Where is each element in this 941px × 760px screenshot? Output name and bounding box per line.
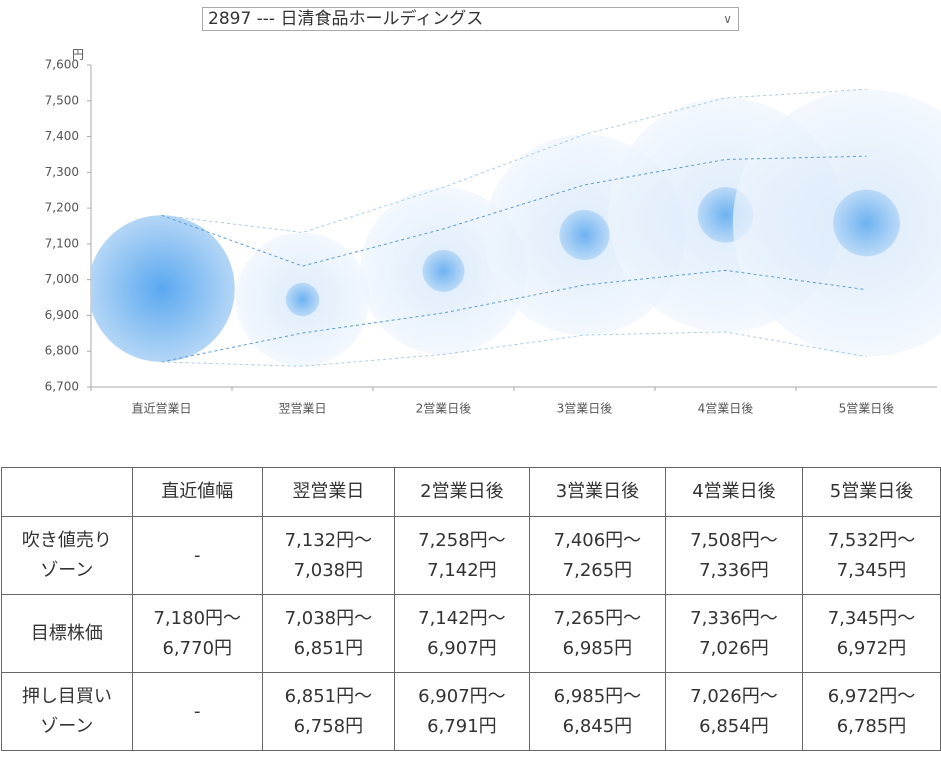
cell-line: 7,336円	[699, 559, 769, 581]
cell-line: 7,142円～	[418, 607, 506, 629]
header-cell: 2営業日後	[393, 467, 530, 517]
target-bubble	[559, 209, 610, 260]
cell-line: 6,851円～	[284, 685, 373, 707]
cell-line: 6,854円	[699, 715, 769, 737]
cell-line: 6,907円	[427, 637, 497, 659]
select-arrow: ∨	[723, 12, 732, 26]
x-tick-label: 2営業日後	[416, 402, 472, 416]
value-cell: 7,142円～ 6,907円	[393, 594, 530, 673]
cell-line: ゾーン	[40, 559, 94, 581]
value-cell: 7,038円～ 6,851円	[261, 594, 395, 673]
cell-line: 7,345円	[836, 559, 907, 581]
cell-line: 7,026円～	[690, 685, 778, 707]
y-tick-label: 7,600	[45, 58, 79, 72]
cell-line: 7,265円～	[553, 607, 642, 629]
y-tick-label: 7,000	[45, 272, 79, 286]
cell-line: 6,985円	[562, 637, 633, 659]
y-tick-label: 6,900	[45, 308, 79, 322]
cell-line: 6,851円	[293, 637, 364, 659]
cell-line: 7,180円～	[153, 607, 242, 629]
y-tick-label: 7,100	[45, 236, 79, 250]
x-tick-label: 直近営業日	[131, 402, 191, 416]
value-cell: 7,180円～ 6,770円	[131, 594, 263, 673]
cell-line: 7,142円	[427, 559, 497, 581]
y-tick-label: 7,300	[45, 165, 79, 179]
value-cell: -	[131, 672, 263, 751]
value-cell: 6,907円～ 6,791円	[393, 672, 530, 751]
value-cell: 6,851円～ 6,758円	[261, 672, 395, 751]
y-tick-label: 7,200	[45, 201, 79, 215]
cell-line: 7,345円～	[827, 607, 916, 629]
cell-line: 6,907円～	[418, 685, 506, 707]
cell-line: 7,265円	[562, 559, 633, 581]
value-cell: 6,972円～ 6,785円	[801, 672, 941, 751]
cell-line: 6,972円	[836, 637, 907, 659]
value-cell: 7,026円～ 6,854円	[664, 672, 803, 751]
cell-line: 6,972円～	[827, 685, 916, 707]
row-label: 吹き値売り ゾーン	[1, 516, 133, 595]
header-cell: 4営業日後	[664, 467, 803, 517]
header-row: 直近値幅 翌営業日 2営業日後 3営業日後 4営業日後 5営業日後	[1, 467, 941, 517]
y-unit: 円	[72, 48, 84, 62]
cell-line: 6,791円	[427, 715, 497, 737]
row-label: 押し目買い ゾーン	[1, 672, 133, 751]
y-tick-label: 7,400	[45, 129, 79, 143]
y-tick-label: 7,500	[45, 93, 79, 107]
cell-line: 6,985円～	[553, 685, 642, 707]
value-cell: 7,265円～ 6,985円	[528, 594, 666, 673]
table-row: 押し目買い ゾーン -6,851円～ 6,758円 6,907円～ 6,791円 6,985…	[1, 672, 941, 751]
header-cell: 3営業日後	[528, 467, 666, 517]
value-cell: 7,132円～ 7,038円	[261, 516, 395, 595]
value-cell: 7,508円～ 7,336円	[664, 516, 803, 595]
value-cell: 7,258円～ 7,142円	[393, 516, 530, 595]
cell-line: ゾーン	[40, 715, 94, 737]
stock-select[interactable]: 2897 --- 日清食品ホールディングス ∨	[202, 7, 739, 31]
cell-line: 6,758円	[293, 715, 364, 737]
cell-line: 6,845円	[562, 715, 633, 737]
cell-line: 6,770円	[162, 637, 233, 659]
value-cell: 7,406円～ 7,265円	[528, 516, 666, 595]
target-bubble	[422, 249, 465, 292]
cell-line: 7,132円～	[284, 529, 373, 551]
plot-area	[91, 88, 941, 367]
row-label: 目標株価	[1, 594, 133, 673]
corner-cell	[1, 467, 133, 517]
target-bubble	[285, 282, 320, 317]
header-cell: 5営業日後	[801, 467, 941, 517]
table-row: 目標株価 7,180円～ 6,770円 7,038円～ 6,851円 7,142円～ 6,9…	[1, 594, 941, 673]
chart: 円 6,700 6,800 6,900 7,000 7,100 7,200 7,300 7,4…	[45, 48, 941, 416]
target-bubble	[91, 215, 235, 362]
cell-line: 7,038円	[293, 559, 364, 581]
range-line	[161, 269, 867, 363]
x-tick-label: 翌営業日	[278, 402, 326, 416]
header-cell: 直近値幅	[131, 467, 263, 517]
select-text: 2897 --- 日清食品ホールディングス	[208, 9, 484, 29]
value-cell: -	[131, 516, 263, 595]
table-row: 吹き値売り ゾーン -7,132円～ 7,038円 7,258円～ 7,142円 7,406…	[1, 516, 941, 595]
cell-line: 6,785円	[836, 715, 907, 737]
value-cell: 6,985円～ 6,845円	[528, 672, 666, 751]
value-cell: 7,336円～ 7,026円	[664, 594, 803, 673]
x-tick-label: 5営業日後	[839, 402, 895, 416]
cell-line: 吹き値売り	[21, 529, 112, 551]
forecast-table: 直近値幅 翌営業日 2営業日後 3営業日後 4営業日後 5営業日後 吹き値売り ゾーン -7,1…	[1, 467, 941, 751]
cell-line: 7,532円～	[827, 529, 916, 551]
cell-line: 7,258円～	[418, 529, 506, 551]
cell-line: 7,336円～	[690, 607, 778, 629]
y-tick-label: 6,800	[45, 344, 79, 358]
value-cell: 7,345円～ 6,972円	[801, 594, 941, 673]
cell-line: 7,508円～	[690, 529, 778, 551]
cell-line: 7,026円	[699, 637, 769, 659]
x-tick-label: 3営業日後	[557, 402, 613, 416]
cell-line: 7,406円～	[553, 529, 642, 551]
header-cell: 翌営業日	[261, 467, 395, 517]
cell-line: 7,038円～	[284, 607, 373, 629]
y-tick-label: 6,700	[45, 380, 79, 394]
range-line	[161, 331, 867, 367]
x-tick-label: 4営業日後	[698, 402, 754, 416]
target-bubble	[833, 189, 900, 257]
cell-line: 押し目買い	[21, 685, 112, 707]
value-cell: 7,532円～ 7,345円	[801, 516, 941, 595]
